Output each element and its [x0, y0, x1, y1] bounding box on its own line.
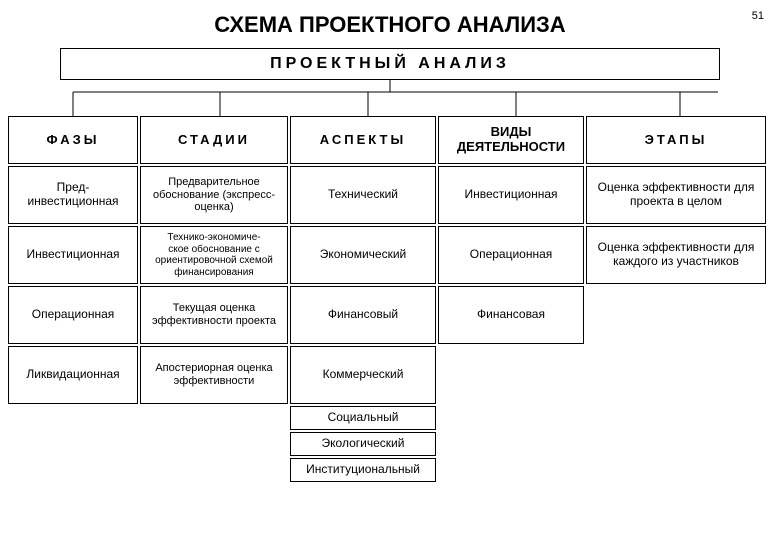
aspect-cell: Технический — [290, 166, 436, 224]
activity-cell: Финансовая — [438, 286, 584, 344]
aspect-cell: Экономический — [290, 226, 436, 284]
columns-container: ФАЗЫ Пред-инвестиционная Инвестиционная … — [0, 116, 780, 482]
phase-cell: Инвестиционная — [8, 226, 138, 284]
column-steps: ЭТАПЫ Оценка эффективности для проекта в… — [586, 116, 766, 284]
stage-cell: Текущая оценка эффективности проекта — [140, 286, 288, 344]
step-cell: Оценка эффективности для каждого из учас… — [586, 226, 766, 284]
aspect-extra-cell: Социальный — [290, 406, 436, 430]
header-activities: ВИДЫ ДЕЯТЕЛЬНОСТИ — [438, 116, 584, 164]
stage-cell: Апостериорная оценка эффективности — [140, 346, 288, 404]
header-stages: СТАДИИ — [140, 116, 288, 164]
stage-cell: Технико-экономиче-ское обоснование с ори… — [140, 226, 288, 284]
header-aspects: АСПЕКТЫ — [290, 116, 436, 164]
page-title: СХЕМА ПРОЕКТНОГО АНАЛИЗА — [0, 0, 780, 48]
header-phases: ФАЗЫ — [8, 116, 138, 164]
phase-cell: Ликвидационная — [8, 346, 138, 404]
activity-cell: Операционная — [438, 226, 584, 284]
page-number: 51 — [752, 10, 764, 22]
aspect-cell: Коммерческий — [290, 346, 436, 404]
header-steps: ЭТАПЫ — [586, 116, 766, 164]
activity-cell: Инвестиционная — [438, 166, 584, 224]
aspect-extra-cell: Институциональный — [290, 458, 436, 482]
column-phases: ФАЗЫ Пред-инвестиционная Инвестиционная … — [8, 116, 138, 404]
phase-cell: Операционная — [8, 286, 138, 344]
column-stages: СТАДИИ Предварительное обоснование (эксп… — [140, 116, 288, 404]
column-aspects: АСПЕКТЫ Технический Экономический Финанс… — [290, 116, 436, 482]
column-activities: ВИДЫ ДЕЯТЕЛЬНОСТИ Инвестиционная Операци… — [438, 116, 584, 344]
stage-cell: Предварительное обоснование (экспресс-оц… — [140, 166, 288, 224]
aspect-extra-cell: Экологический — [290, 432, 436, 456]
root-node: ПРОЕКТНЫЙ АНАЛИЗ — [60, 48, 720, 80]
aspect-cell: Финансовый — [290, 286, 436, 344]
step-cell: Оценка эффективности для проекта в целом — [586, 166, 766, 224]
phase-cell: Пред-инвестиционная — [8, 166, 138, 224]
connector-lines — [8, 80, 772, 116]
